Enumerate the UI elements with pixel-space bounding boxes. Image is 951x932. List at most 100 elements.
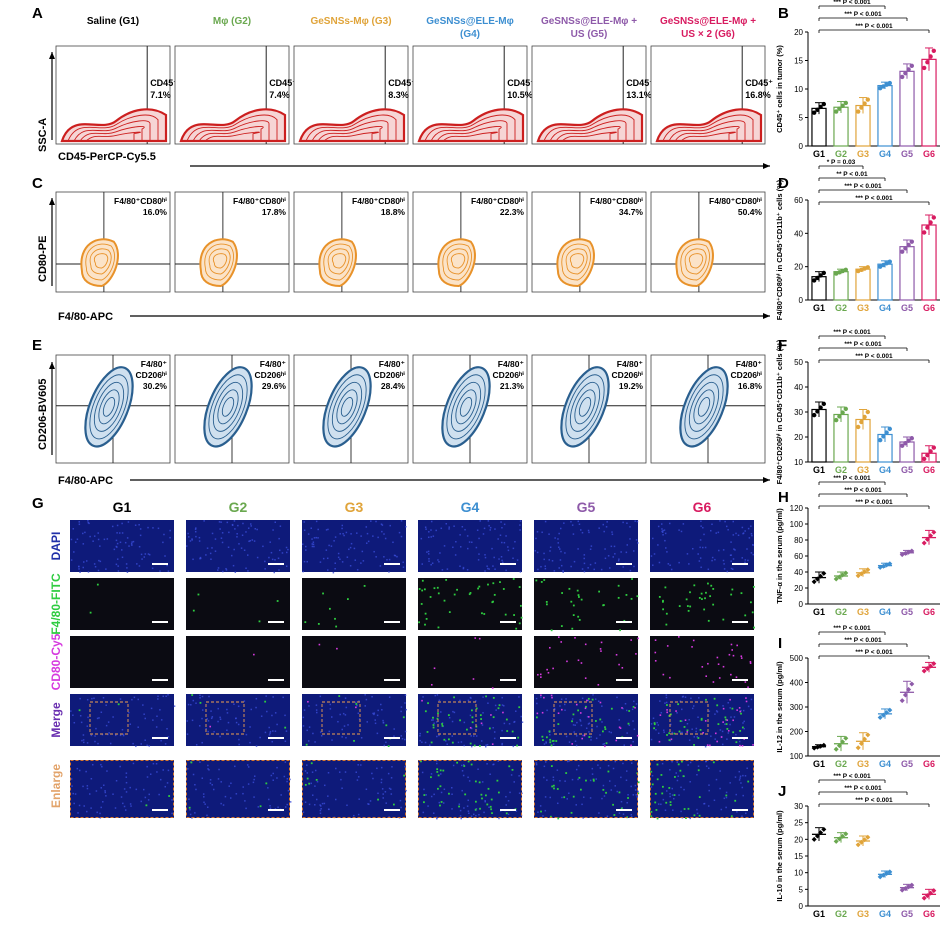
panelG-dapi-dot [377,536,379,539]
panelA-xlabel: CD45-PerCP-Cy5.5 [58,151,156,163]
panelG-dapi-dot [353,814,355,817]
panelG-fitc-dot [666,704,668,706]
panelG-fitc-dot [620,807,623,810]
panelA-header2-4: (G4) [460,29,480,40]
panelE-contour-ring [684,374,724,440]
panelG-dapi-dot [377,792,379,795]
panelE-gate-line1-2: F4/80⁺ [260,359,286,369]
panelG-dapi-dot [581,803,583,806]
panelG-dapi-dot [724,723,726,725]
panelG-dapi-dot [100,763,102,766]
chart-J-point-G6 [931,888,937,894]
panelG-fitc-dot [542,739,544,741]
panelG-fitc-dot [618,791,621,794]
chart-D-xlabel-G4: G4 [879,303,891,313]
panelG-dapi-dot [697,765,700,767]
panelG-fitc-dot [545,736,548,739]
panelG-dapi-dot [507,813,510,816]
panelE-contour-ring [217,389,239,425]
panelG-fitc-dot [486,803,489,806]
panelC-x-arrow-head [763,313,770,319]
panelG-dapi-dot [510,774,513,776]
panelG-dapi-dot [585,727,588,730]
panelG-fitc-dot [437,774,440,777]
panelG-dapi-dot [729,723,731,726]
chart-H-point-G3 [862,569,868,575]
panelG-dapi-dot [620,776,622,779]
chart-F-point-G3 [862,414,867,420]
panelG-dapi-dot [116,542,119,545]
panelC-y-arrow-head [49,198,55,205]
panelG-dapi-dot [268,556,270,559]
panelG-dapi-dot [373,712,376,714]
panelG-dapi-dot [246,554,249,556]
panelG-dapi-dot [595,778,597,780]
panelG-dapi-dot [365,698,368,701]
panelG-fitc-dot [732,731,735,734]
panelG-dapi-dot [484,570,486,572]
panelE-xlabel: F4/80-APC [58,475,113,487]
panelG-dapi-dot [90,734,93,737]
panelG-dapi-dot [478,537,480,540]
panelG-dapi-dot [211,716,214,718]
panelG-dapi-dot [230,782,232,785]
panelG-fitc-dot [625,594,628,596]
panelG-dapi-dot [400,806,402,809]
panelG-dapi-dot [70,538,73,541]
panelE-contour-ring [697,396,711,417]
panelG-dapi-dot [401,738,404,740]
panelG-cy5-dot [739,710,742,713]
panelC-value-3: 18.8% [381,207,406,217]
panelG-dapi-dot [568,741,571,743]
panelG-dapi-dot [552,779,555,781]
panelG-dapi-dot [503,523,506,526]
panelG-fitc-dot [636,595,639,598]
panelG-dapi-dot [743,720,745,723]
panelG-fitc-dot [328,607,331,610]
panelG-dapi-dot [346,556,349,558]
panelG-dapi-dot [482,533,485,535]
panelG-fitc-dot [679,720,682,722]
panelG-dapi-dot [346,804,348,807]
panelG-image-r2-c1 [70,578,174,630]
panelG-dapi-dot [221,532,224,534]
panelG-fitc-dot [665,623,668,626]
panelG-dapi-dot [133,696,136,699]
panelG-dapi-dot [459,546,462,548]
panelG-dapi-dot [202,793,205,795]
panelG-dapi-dot [487,702,489,704]
panelG-fitc-dot [560,625,563,627]
panelG-dapi-dot [277,557,280,560]
panelG-fitc-dot [653,722,656,724]
panelG-dapi-dot [116,524,119,527]
panelG-dapi-dot [207,768,209,770]
chart-F-point-G5 [909,436,914,441]
panelG-enlarge-frame [650,760,754,818]
panelG-fitc-dot [570,600,573,603]
panelG-fitc-dot [577,709,580,712]
panelG-dapi-dot [124,541,127,544]
panelG-fitc-dot [700,718,703,721]
panelG-fitc-dot [577,594,580,596]
panelG-dapi-dot [708,784,710,786]
panelA-contour-5 [536,108,644,143]
panelG-dapi-dot [105,568,107,570]
panelG-dapi-dot [479,520,481,522]
panelG-dapi-dot [100,806,102,809]
chart-I-ytick-label: 400 [790,679,804,688]
panelG-fitc-dot [705,698,707,701]
panelG-dapi-dot [231,524,234,526]
panelG-dapi-dot [272,779,274,781]
panelG-dapi-dot [518,792,521,794]
panelG-dapi-dot [358,798,360,800]
panelG-dapi-dot [543,558,545,561]
panelG-cy5-dot [584,643,587,646]
panelG-dapi-dot [343,725,346,727]
panelC-ylabel: CD80-PE [37,236,49,282]
panelG-dapi-dot [327,569,329,571]
panelG-dapi-dot [166,727,168,730]
panelG-dapi-dot [579,718,581,721]
panelG-dapi-dot [432,812,435,814]
panelG-enlarge-frame [418,760,522,818]
